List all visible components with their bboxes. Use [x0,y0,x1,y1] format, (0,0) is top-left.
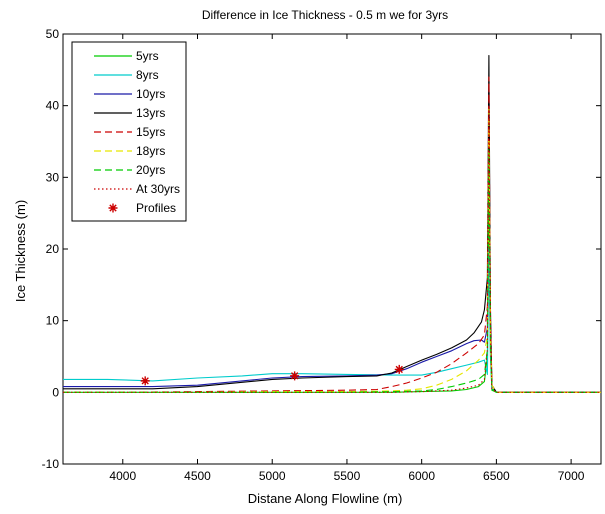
legend-10yrs-label: 10yrs [136,87,165,101]
x-tick-label: 5000 [259,469,286,483]
x-tick-label: 5500 [334,469,361,483]
legend-15yrs-label: 15yrs [136,125,165,139]
x-tick-label: 7000 [558,469,585,483]
legend-5yrs-label: 5yrs [136,49,159,63]
legend-profiles-label: Profiles [136,201,176,215]
x-axis-label: Distane Along Flowline (m) [248,491,403,506]
y-tick-label: 10 [46,314,60,328]
y-tick-label: 0 [52,385,59,399]
legend-13yrs-label: 13yrs [136,106,165,120]
y-tick-label: -10 [42,457,60,471]
legend-8yrs-label: 8yrs [136,68,159,82]
x-tick-label: 4000 [109,469,136,483]
y-tick-label: 50 [46,27,60,41]
series-profiles-marker [140,376,150,386]
series-group [63,54,601,393]
x-tick-label: 4500 [184,469,211,483]
legend-20yrs-label: 20yrs [136,163,165,177]
x-tick-label: 6000 [408,469,435,483]
y-axis-label: Ice Thickness (m) [13,200,28,302]
x-tick-label: 6500 [483,469,510,483]
chart-title: Difference in Ice Thickness - 0.5 m we f… [202,8,448,22]
legend-at-30yrs-label: At 30yrs [136,182,180,196]
series-profiles-marker [394,364,404,374]
legend-profiles-swatch [108,203,118,213]
legend-18yrs-label: 18yrs [136,144,165,158]
y-tick-label: 20 [46,242,60,256]
y-tick-label: 30 [46,170,60,184]
plot-area: 4000 4500 5000 5500 6000 6500 7000 -10 0 10 20 30 40… [42,27,602,483]
y-tick-label: 40 [46,99,60,113]
series-at-30yrs-line [63,105,601,393]
series-profiles-marker [290,371,300,381]
